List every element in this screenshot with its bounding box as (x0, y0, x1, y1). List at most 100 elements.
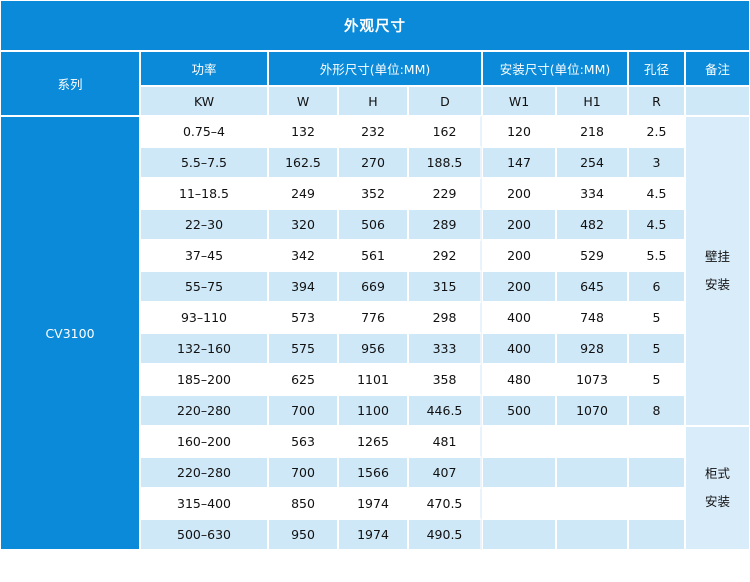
cell-r (628, 488, 685, 519)
header-power: 功率 (140, 51, 268, 86)
cell-h1: 1070 (556, 395, 628, 426)
table-row: 185–200 625 1101 358 480 1073 5 (0, 364, 750, 395)
cell-kw: 22–30 (140, 209, 268, 240)
cell-w1 (482, 457, 556, 488)
cell-h1: 254 (556, 147, 628, 178)
cell-r: 3 (628, 147, 685, 178)
table-title: 外观尺寸 (0, 0, 750, 51)
cell-kw: 220–280 (140, 457, 268, 488)
cell-w: 700 (268, 395, 338, 426)
cell-h1: 748 (556, 302, 628, 333)
cell-w: 563 (268, 426, 338, 457)
subheader-r: R (628, 86, 685, 116)
cell-kw: 185–200 (140, 364, 268, 395)
cell-w1: 200 (482, 209, 556, 240)
cell-kw: 500–630 (140, 519, 268, 550)
cell-w1: 500 (482, 395, 556, 426)
header-mount-size: 安装尺寸(单位:MM) (482, 51, 628, 86)
cell-w: 625 (268, 364, 338, 395)
remark-cabinet: 柜式 安装 (685, 426, 750, 550)
cell-d: 481 (408, 426, 482, 457)
table-row: 11–18.5 249 352 229 200 334 4.5 (0, 178, 750, 209)
cell-h1: 482 (556, 209, 628, 240)
remark-line-1: 柜式 (705, 466, 731, 481)
table-row: 132–160 575 956 333 400 928 5 (0, 333, 750, 364)
cell-w: 950 (268, 519, 338, 550)
cell-h: 561 (338, 240, 408, 271)
table-row: 315–400 850 1974 470.5 (0, 488, 750, 519)
table-row: 37–45 342 561 292 200 529 5.5 (0, 240, 750, 271)
subheader-w: W (268, 86, 338, 116)
subheader-d: D (408, 86, 482, 116)
cell-h: 1265 (338, 426, 408, 457)
subheader-kw: KW (140, 86, 268, 116)
subheader-h: H (338, 86, 408, 116)
cell-h1: 218 (556, 116, 628, 147)
cell-kw: 0.75–4 (140, 116, 268, 147)
cell-r: 5 (628, 302, 685, 333)
cell-h1: 928 (556, 333, 628, 364)
cell-r (628, 426, 685, 457)
cell-h: 1974 (338, 519, 408, 550)
cell-w: 342 (268, 240, 338, 271)
table-row: 160–200 563 1265 481 柜式安装 (0, 426, 750, 550)
cell-h1: 1073 (556, 364, 628, 395)
cell-r: 4.5 (628, 178, 685, 209)
cell-h: 1566 (338, 457, 408, 488)
cell-kw: 55–75 (140, 271, 268, 302)
cell-w1 (482, 488, 556, 519)
cell-h: 270 (338, 147, 408, 178)
cell-r: 5.5 (628, 240, 685, 271)
cell-kw: 132–160 (140, 333, 268, 364)
cell-h: 1100 (338, 395, 408, 426)
cell-h1: 645 (556, 271, 628, 302)
cell-d: 490.5 (408, 519, 482, 550)
table-body: CV3100 0.75–4 132 232 162 120 218 2.5 壁挂 安装 5.5–7.… (0, 116, 750, 550)
cell-w: 394 (268, 271, 338, 302)
cell-w: 249 (268, 178, 338, 209)
cell-w1: 200 (482, 271, 556, 302)
cell-kw: 160–200 (140, 426, 268, 457)
cell-r: 2.5 (628, 116, 685, 147)
cell-d: 358 (408, 364, 482, 395)
table-row: 93–110 573 776 298 400 748 5 (0, 302, 750, 333)
cell-d: 446.5 (408, 395, 482, 426)
cell-h1: 529 (556, 240, 628, 271)
cell-h: 956 (338, 333, 408, 364)
cell-d: 289 (408, 209, 482, 240)
cell-d: 298 (408, 302, 482, 333)
remark-line-2: 安装 (705, 277, 731, 292)
cell-r: 5 (628, 364, 685, 395)
cell-h1 (556, 519, 628, 550)
cell-w: 850 (268, 488, 338, 519)
cell-kw: 5.5–7.5 (140, 147, 268, 178)
dimension-table: 外观尺寸 系列 功率 外形尺寸(单位:MM) 安装尺寸(单位:MM) 孔径 备注… (0, 0, 750, 550)
cell-h: 1974 (338, 488, 408, 519)
cell-kw: 37–45 (140, 240, 268, 271)
cell-d: 292 (408, 240, 482, 271)
subheader-w1: W1 (482, 86, 556, 116)
series-cell: CV3100 (0, 116, 140, 550)
cell-w: 132 (268, 116, 338, 147)
table-row: 220–280 700 1100 446.5 500 1070 8 (0, 395, 750, 426)
cell-d: 333 (408, 333, 482, 364)
cell-d: 162 (408, 116, 482, 147)
table-row: 22–30 320 506 289 200 482 4.5 (0, 209, 750, 240)
cell-r: 6 (628, 271, 685, 302)
cell-h1 (556, 457, 628, 488)
cell-h: 352 (338, 178, 408, 209)
cell-d: 407 (408, 457, 482, 488)
cell-h: 1101 (338, 364, 408, 395)
cell-r: 4.5 (628, 209, 685, 240)
cell-w1: 200 (482, 178, 556, 209)
remark-line-1: 壁挂 (705, 249, 731, 264)
cell-h: 506 (338, 209, 408, 240)
cell-w1: 480 (482, 364, 556, 395)
remark-line-2: 安装 (705, 494, 731, 509)
header-remark: 备注 (685, 51, 750, 86)
cell-w: 162.5 (268, 147, 338, 178)
cell-w1: 400 (482, 333, 556, 364)
remark-wall-mount: 壁挂 安装 (685, 116, 750, 426)
table-row: 500–630 950 1974 490.5 (0, 519, 750, 550)
